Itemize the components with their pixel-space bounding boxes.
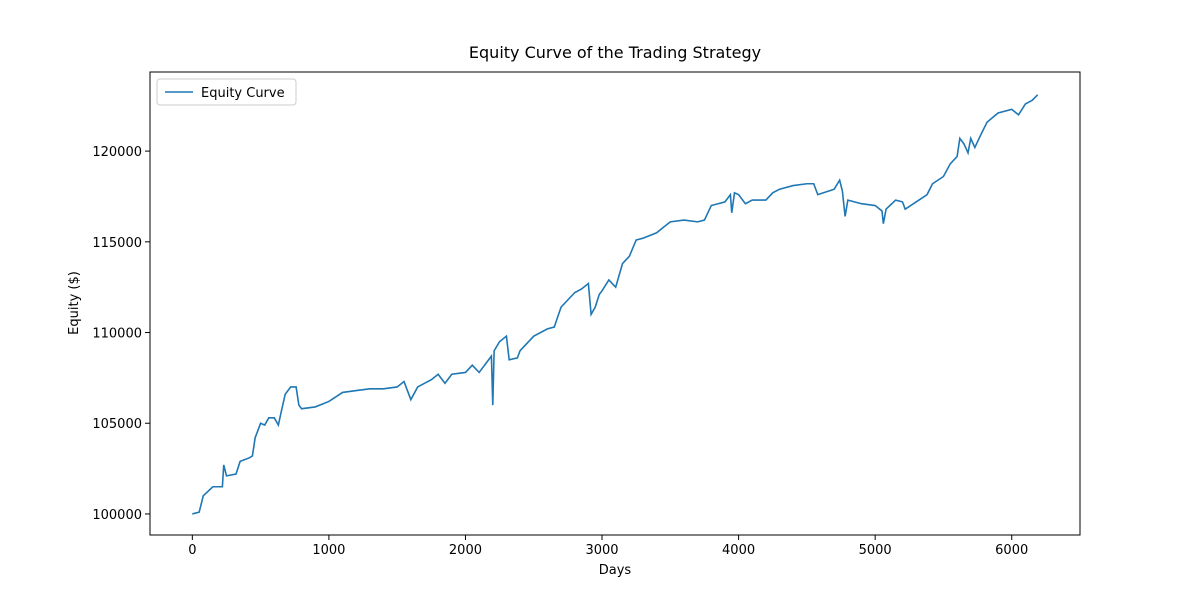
y-tick-label: 100000 [92, 508, 142, 523]
y-axis-label: Equity ($) [67, 271, 82, 335]
x-axis-label: Days [599, 563, 632, 578]
legend-label: Equity Curve [201, 86, 285, 101]
x-tick-label: 0 [188, 543, 196, 558]
x-tick-label: 2000 [449, 543, 482, 558]
equity-line [192, 94, 1039, 515]
y-tick-label: 115000 [92, 236, 142, 251]
x-tick-label: 3000 [585, 543, 618, 558]
x-tick-label: 1000 [312, 543, 345, 558]
y-tick-label: 105000 [92, 417, 142, 432]
x-tick-label: 5000 [859, 543, 892, 558]
y-tick-label: 120000 [92, 145, 142, 160]
plot-frame [149, 71, 1081, 536]
x-tick-label: 6000 [995, 543, 1028, 558]
legend-box [156, 78, 297, 106]
chart-title: Equity Curve of the Trading Strategy [469, 43, 761, 62]
y-tick-label: 110000 [92, 327, 142, 342]
x-tick-label: 4000 [722, 543, 755, 558]
